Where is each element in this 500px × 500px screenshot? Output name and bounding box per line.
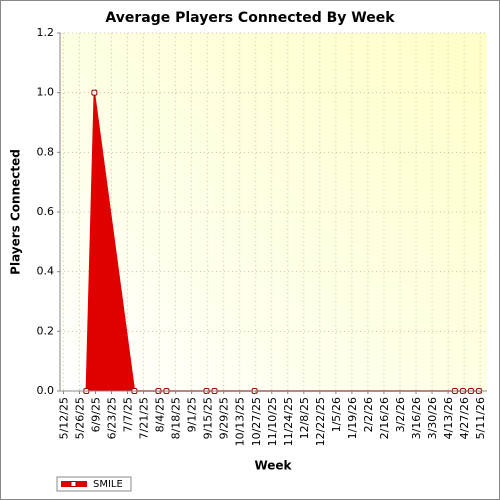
x-tick-label: 12/8/25	[298, 397, 311, 439]
x-tick-label: 10/27/25	[250, 397, 263, 446]
x-tick-label: 2/2/26	[362, 397, 375, 432]
x-tick-label: 10/13/25	[234, 397, 247, 446]
x-tick-label: 11/10/25	[266, 397, 279, 446]
y-tick-label: 0.2	[37, 324, 55, 337]
y-tick-label: 0.6	[37, 205, 55, 218]
x-tick-label: 7/21/25	[138, 397, 151, 439]
ticks: 0.0 0.2 0.4 0.6 0.8 1.0 1.2 5/12/25 5/26/25 6/9/2…	[37, 26, 488, 446]
x-tick-label: 8/4/25	[154, 397, 167, 432]
x-tick-label: 5/11/26	[474, 397, 487, 439]
y-tick-label: 1.0	[37, 86, 55, 99]
y-tick-label: 0.8	[37, 145, 55, 158]
x-tick-label: 6/23/25	[106, 397, 119, 439]
x-tick-label: 8/18/25	[170, 397, 183, 439]
y-tick-label: 0.4	[37, 265, 55, 278]
legend-marker	[70, 481, 77, 487]
x-tick-label: 9/29/25	[218, 397, 231, 439]
legend-box	[56, 476, 132, 492]
x-tick-label: 2/16/26	[378, 397, 391, 439]
x-tick-label: 4/27/26	[458, 397, 471, 439]
area	[86, 92, 479, 392]
legend-label: SMILE	[93, 479, 123, 490]
x-tick-label: 4/13/26	[442, 397, 455, 439]
y-tick-label: 1.2	[37, 26, 55, 39]
y-axis-title: Players Connected	[9, 149, 23, 275]
point	[91, 89, 98, 96]
x-tick-label: 5/12/25	[57, 397, 70, 439]
x-tick-label: 1/19/26	[346, 397, 359, 439]
x-tick-label: 1/5/26	[330, 397, 343, 432]
chart-title: Average Players Connected By Week	[105, 10, 395, 26]
x-axis-title: Week	[254, 459, 292, 473]
x-tick-label: 9/15/25	[202, 397, 215, 439]
x-tick-label: 3/30/26	[426, 397, 439, 439]
x-tick-label: 11/24/25	[282, 397, 295, 446]
x-tick-label: 3/16/26	[410, 397, 423, 439]
legend: SMILE	[56, 476, 132, 492]
x-tick-label: 3/2/26	[394, 397, 407, 432]
x-tick-label: 7/7/25	[122, 397, 135, 432]
x-tick-label: 12/22/25	[314, 397, 327, 446]
plot-area	[60, 33, 487, 391]
y-tick-label: 0.0	[37, 384, 55, 397]
x-tick-label: 5/26/25	[73, 397, 86, 439]
x-tick-label: 6/9/25	[89, 397, 102, 432]
x-tick-label: 9/1/25	[186, 397, 199, 432]
